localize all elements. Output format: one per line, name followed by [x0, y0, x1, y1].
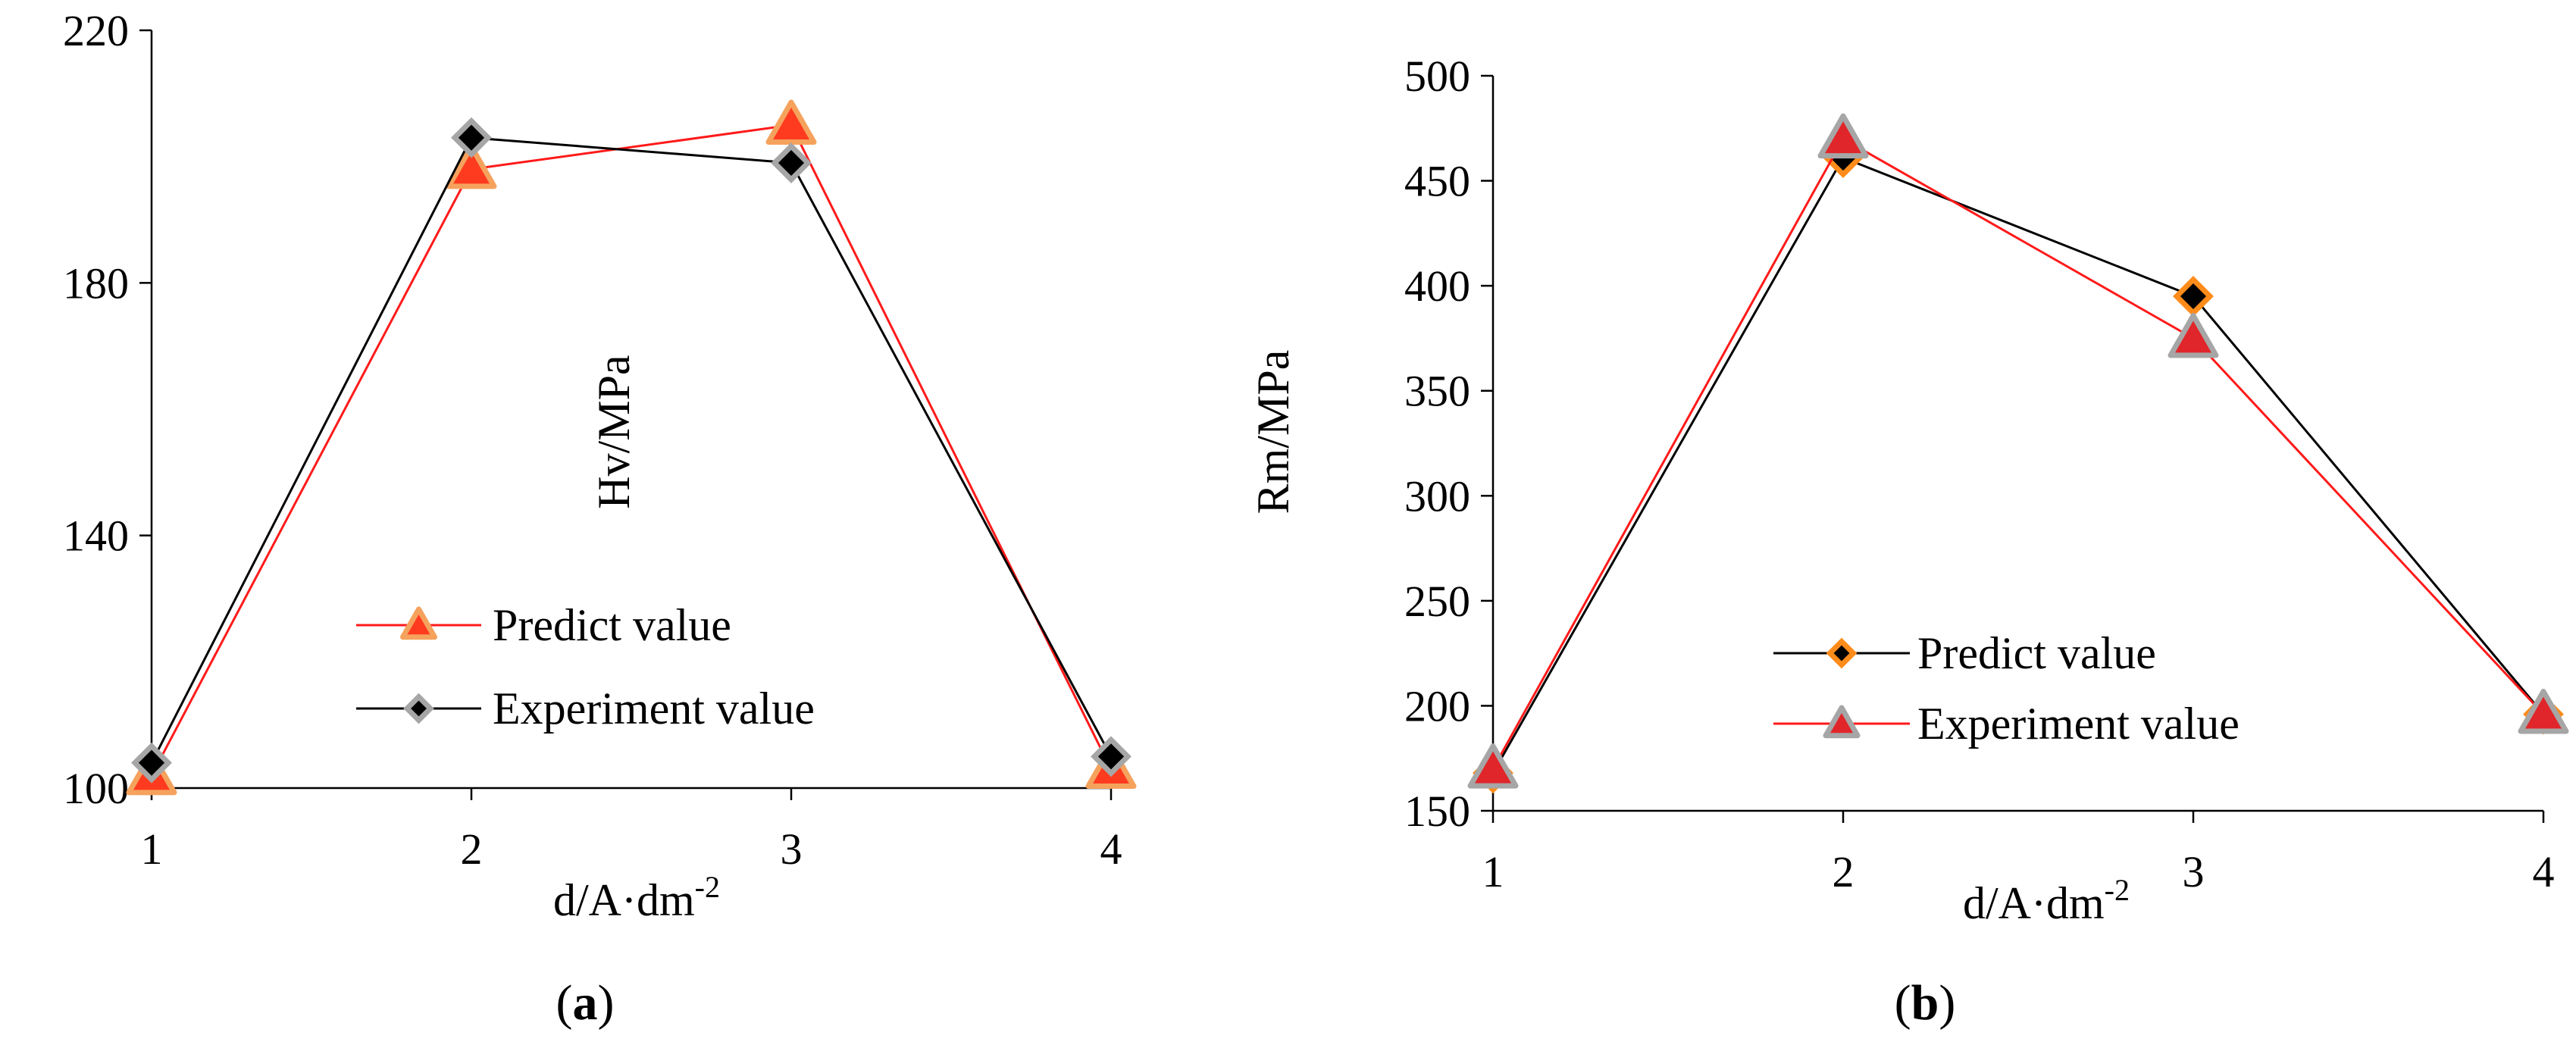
y-tick-label: 500 — [1404, 52, 1470, 101]
y-tick-label: 300 — [1404, 471, 1470, 521]
data-point — [1467, 743, 1519, 789]
data-point — [771, 142, 812, 183]
x-axis-label-superscript: -2 — [695, 870, 720, 904]
x-axis-label-superscript: -2 — [2105, 873, 2130, 907]
caption-paren: ) — [598, 975, 615, 1031]
data-point — [451, 117, 492, 158]
data-point — [2518, 689, 2569, 734]
x-axis-label-base: d/A·dm — [1963, 878, 2105, 928]
y-tick-label: 200 — [1404, 681, 1470, 730]
data-point — [446, 143, 497, 189]
legend: Predict value Experiment value — [356, 600, 815, 734]
data-point — [2173, 276, 2214, 317]
y-axis-label: Rm/MPa — [1248, 350, 1298, 515]
caption-letter: a — [573, 975, 598, 1031]
series-experiment-value — [131, 117, 1131, 784]
y-tick-label: 220 — [63, 6, 129, 55]
series-line — [150, 124, 1113, 777]
legend-entry: Predict value — [493, 600, 731, 650]
x-axis-label-base: d/A·dm — [553, 875, 695, 925]
caption-letter: b — [1911, 975, 1939, 1031]
y-tick-label: 400 — [1404, 261, 1470, 311]
data-point — [131, 742, 172, 784]
legend-swatch-marker — [400, 606, 437, 640]
y-tick-label: 350 — [1404, 367, 1470, 416]
caption-paren: ) — [1939, 975, 1955, 1031]
x-tick-label: 4 — [1100, 824, 1122, 874]
x-tick-label: 4 — [2533, 847, 2555, 896]
legend-swatch-marker — [1826, 637, 1858, 669]
chart-b: 150 200 250 300 350 400 450 500 1 2 3 4 Rm/MPa d/A·dm… — [1248, 52, 2569, 1031]
legend-swatch-marker — [1823, 705, 1861, 739]
x-tick-label: 3 — [2183, 847, 2205, 896]
caption-paren: ( — [556, 975, 573, 1031]
caption-paren: ( — [1895, 975, 1911, 1031]
data-point — [2168, 312, 2219, 358]
figure-caption: (a) — [556, 975, 615, 1031]
data-point — [1817, 113, 1869, 159]
x-tick-label: 1 — [1482, 847, 1504, 896]
data-point — [1091, 736, 1131, 777]
figure-caption: (b) — [1895, 975, 1956, 1031]
x-axis-label: d/A·dm-2 — [1963, 873, 2130, 928]
y-tick-label: 450 — [1404, 157, 1470, 206]
series-line — [1491, 137, 2545, 770]
x-tick-label: 2 — [461, 824, 483, 874]
y-axis-label: Hv/MPa — [589, 355, 639, 508]
legend-swatch-marker — [403, 693, 434, 724]
y-tick-label: 150 — [1404, 787, 1470, 836]
x-tick-label: 1 — [141, 824, 163, 874]
series-experiment-value — [1467, 113, 2569, 789]
legend: Predict value Experiment value — [1773, 628, 2240, 749]
y-tick-label: 180 — [63, 258, 129, 308]
legend-entry: Experiment value — [1917, 699, 2240, 749]
y-tick-label: 100 — [63, 764, 129, 813]
legend-entry: Experiment value — [493, 683, 815, 734]
y-tick-label: 140 — [63, 511, 129, 561]
y-tick-label: 250 — [1404, 577, 1470, 626]
x-axis-label: d/A·dm-2 — [553, 870, 720, 925]
legend-entry: Predict value — [1917, 628, 2156, 678]
series-line — [1491, 156, 2545, 774]
chart-a: 100 140 180 220 1 2 3 4 Hv/MPa d/A·dm-2 Predict va… — [63, 6, 1137, 1031]
x-tick-label: 3 — [781, 824, 803, 874]
series-line — [150, 136, 1113, 764]
x-tick-label: 2 — [1833, 847, 1855, 896]
data-point — [765, 99, 817, 145]
